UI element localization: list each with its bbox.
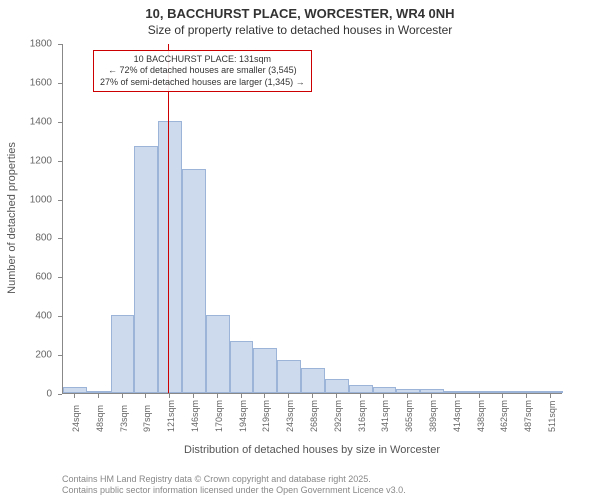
x-tick-mark <box>479 394 480 398</box>
x-tick-mark <box>288 394 289 398</box>
x-tick-label: 414sqm <box>452 400 462 432</box>
y-tick-label: 1800 <box>30 39 52 50</box>
x-tick-label: 121sqm <box>166 400 176 432</box>
histogram-bar <box>230 341 254 394</box>
x-tick-mark <box>455 394 456 398</box>
reference-line <box>168 44 169 393</box>
histogram-bar <box>396 389 420 393</box>
x-tick-mark <box>526 394 527 398</box>
plot-area: 10 BACCHURST PLACE: 131sqm ← 72% of deta… <box>62 44 562 394</box>
footer-attribution: Contains HM Land Registry data © Crown c… <box>62 474 406 497</box>
x-tick-mark <box>217 394 218 398</box>
histogram-bar <box>492 391 516 393</box>
chart-container: 10, BACCHURST PLACE, WORCESTER, WR4 0NH … <box>0 0 600 500</box>
chart-title: 10, BACCHURST PLACE, WORCESTER, WR4 0NH <box>0 0 600 21</box>
x-tick-label: 73sqm <box>119 405 129 432</box>
histogram-bar <box>468 391 492 393</box>
y-tick-label: 600 <box>35 272 52 283</box>
x-tick-mark <box>407 394 408 398</box>
annotation-line-1: 10 BACCHURST PLACE: 131sqm <box>100 54 305 65</box>
histogram-bar <box>301 368 325 393</box>
x-axis-label: Distribution of detached houses by size … <box>62 444 562 456</box>
x-tick-mark <box>264 394 265 398</box>
histogram-bar <box>134 146 158 393</box>
histogram-bar <box>444 391 468 393</box>
x-tick-label: 292sqm <box>333 400 343 432</box>
bars-group <box>63 44 562 393</box>
x-tick-label: 146sqm <box>190 400 200 432</box>
x-tick-label: 24sqm <box>71 405 81 432</box>
x-tick-mark <box>360 394 361 398</box>
histogram-bar <box>539 391 563 393</box>
annotation-line-3: 27% of semi-detached houses are larger (… <box>100 77 305 88</box>
footer-line-1: Contains HM Land Registry data © Crown c… <box>62 474 406 485</box>
histogram-bar <box>325 379 349 393</box>
y-tick-label: 800 <box>35 233 52 244</box>
histogram-bar <box>420 389 444 393</box>
x-tick-mark <box>312 394 313 398</box>
x-tick-mark <box>502 394 503 398</box>
histogram-bar <box>253 348 277 393</box>
x-tick-label: 170sqm <box>214 400 224 432</box>
y-tick-label: 400 <box>35 311 52 322</box>
footer-line-2: Contains public sector information licen… <box>62 485 406 496</box>
x-tick-label: 48sqm <box>95 405 105 432</box>
x-tick-label: 316sqm <box>357 400 367 432</box>
x-tick-label: 194sqm <box>238 400 248 432</box>
x-tick-label: 97sqm <box>142 405 152 432</box>
x-tick-label: 511sqm <box>547 401 557 432</box>
histogram-bar <box>111 315 135 393</box>
y-tick-label: 1200 <box>30 155 52 166</box>
x-tick-label: 243sqm <box>285 400 295 432</box>
x-tick-label: 487sqm <box>523 400 533 432</box>
histogram-bar <box>349 385 373 393</box>
y-tick-label: 1000 <box>30 194 52 205</box>
x-tick-label: 341sqm <box>380 400 390 432</box>
y-ticks: 020040060080010001200140016001800 <box>0 44 58 394</box>
x-tick-mark <box>145 394 146 398</box>
annotation-box: 10 BACCHURST PLACE: 131sqm ← 72% of deta… <box>93 50 312 92</box>
x-tick-label: 389sqm <box>428 400 438 432</box>
x-tick-label: 268sqm <box>309 400 319 432</box>
histogram-bar <box>63 387 87 393</box>
x-tick-mark <box>122 394 123 398</box>
x-tick-mark <box>431 394 432 398</box>
histogram-bar <box>87 391 111 393</box>
annotation-line-2: ← 72% of detached houses are smaller (3,… <box>100 65 305 76</box>
x-tick-label: 219sqm <box>261 400 271 432</box>
x-tick-mark <box>193 394 194 398</box>
y-tick-label: 200 <box>35 350 52 361</box>
x-tick-mark <box>74 394 75 398</box>
histogram-bar <box>182 169 206 393</box>
x-tick-mark <box>550 394 551 398</box>
histogram-bar <box>277 360 301 393</box>
x-tick-mark <box>241 394 242 398</box>
y-tick-label: 1400 <box>30 116 52 127</box>
histogram-bar <box>515 391 539 393</box>
histogram-bar <box>373 387 397 393</box>
x-tick-label: 365sqm <box>404 400 414 432</box>
x-tick-label: 462sqm <box>499 400 509 432</box>
x-tick-mark <box>336 394 337 398</box>
y-tick-label: 0 <box>46 389 52 400</box>
histogram-bar <box>158 121 182 393</box>
chart-subtitle: Size of property relative to detached ho… <box>0 23 600 37</box>
x-tick-mark <box>98 394 99 398</box>
x-tick-label: 438sqm <box>476 400 486 432</box>
y-tick-label: 1600 <box>30 77 52 88</box>
histogram-bar <box>206 315 230 393</box>
x-tick-mark <box>383 394 384 398</box>
x-tick-mark <box>169 394 170 398</box>
